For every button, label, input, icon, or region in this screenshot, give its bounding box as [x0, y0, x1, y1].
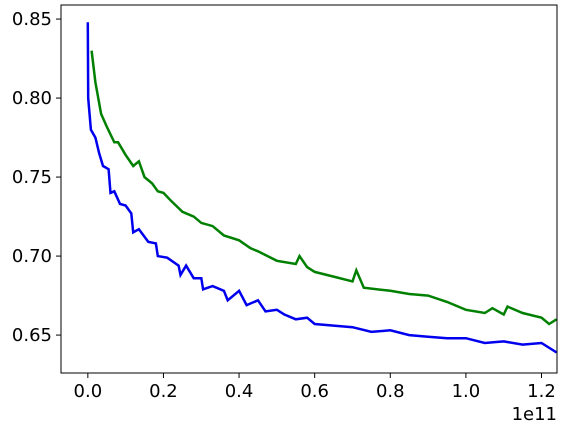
y-tick-label: 0.85 [12, 9, 52, 30]
x-tick-label: 0.4 [225, 381, 254, 402]
x-offset-label: 1e11 [512, 404, 557, 425]
x-tick-label: 0.0 [74, 381, 103, 402]
line [86, 22, 557, 354]
x-tick-label: 1.2 [527, 381, 556, 402]
x-tick-label: 0.2 [149, 381, 178, 402]
y-tick-label: 0.80 [12, 88, 52, 109]
y-tick-label: 0.70 [12, 246, 52, 267]
y-tick-label: 0.65 [12, 325, 52, 346]
x-tick-label: 1.0 [452, 381, 481, 402]
plot-frame [60, 4, 558, 374]
y-tick-label: 0.75 [12, 167, 52, 188]
line [90, 50, 557, 326]
x-tick-label: 0.8 [376, 381, 405, 402]
x-tick-label: 0.6 [300, 381, 329, 402]
